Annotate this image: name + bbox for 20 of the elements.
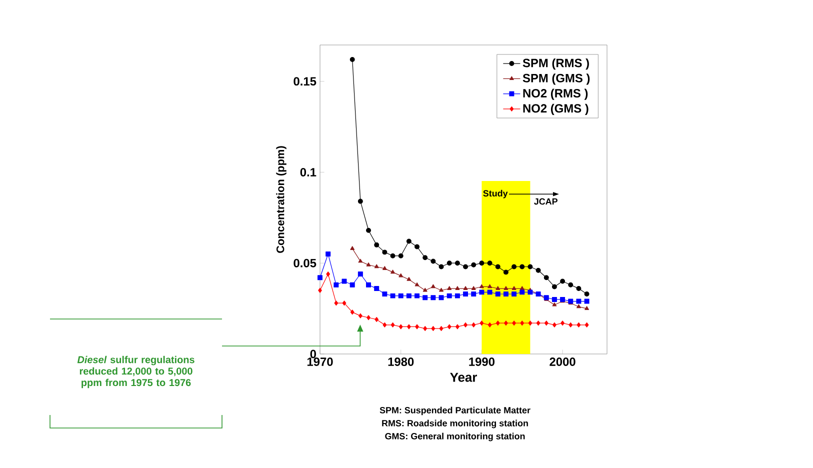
- legend-label: SPM (GMS ): [522, 74, 590, 85]
- x-tick-label: 1990: [469, 358, 494, 366]
- x-tick-label: 1970: [307, 358, 333, 366]
- y-tick-label: 0.05: [294, 258, 316, 268]
- legend-label: NO2 (GMS ): [523, 104, 588, 115]
- legend-label: NO2 (RMS ): [523, 88, 588, 100]
- text: RMS: Roadside monitoring station: [382, 420, 528, 428]
- y-tick-label: 0.15: [294, 77, 316, 86]
- band-label: Study: [483, 190, 508, 198]
- y-tick-label: 0.1: [300, 168, 316, 176]
- legend-label: SPM (RMS ): [522, 58, 589, 70]
- x-axis-title: Year: [450, 372, 477, 382]
- text: Diesel sulfur regulations reduced 12,000 to 5,000 ppm from 1975 to 1976: [77, 356, 194, 388]
- y-tick-label: 0: [310, 350, 316, 358]
- x-tick-label: 1980: [388, 358, 414, 366]
- text: SPM: Suspended Particulate Matter: [380, 406, 530, 416]
- x-tick-label: 2000: [550, 358, 576, 366]
- annotation: JCAP: [534, 198, 558, 205]
- text: GMS: General monitoring station: [385, 432, 525, 442]
- y-axis-title: Concentration (ppm): [276, 146, 286, 253]
